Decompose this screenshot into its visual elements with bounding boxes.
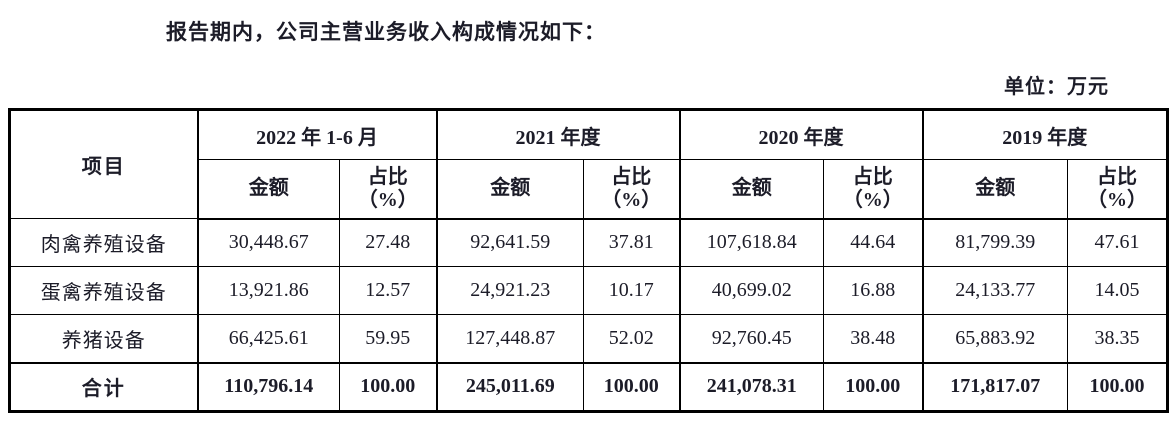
- ratio-header-line1: 占比: [367, 165, 408, 188]
- cell-ratio: 38.35: [1067, 314, 1169, 363]
- ratio-header-line2: （%）: [601, 188, 662, 211]
- cell-amount: 40,699.02: [678, 266, 825, 315]
- cell-amount: 24,921.23: [435, 266, 585, 315]
- cell-amount: 66,425.61: [196, 314, 340, 363]
- cell-amount: 110,796.14: [196, 361, 340, 412]
- cell-amount: 13,921.86: [196, 266, 340, 315]
- row-label: 养猪设备: [9, 314, 198, 363]
- cell-ratio: 16.88: [823, 266, 924, 315]
- row-label: 蛋禽养殖设备: [9, 266, 198, 315]
- cell-ratio: 59.95: [338, 314, 438, 363]
- cell-ratio: 27.48: [338, 218, 438, 267]
- cell-ratio: 47.61: [1067, 218, 1169, 267]
- cell-amount: 241,078.31: [678, 361, 825, 412]
- col-header-amount-2019: 金额: [921, 159, 1069, 220]
- col-header-ratio-2020: 占比 （%）: [823, 159, 924, 220]
- table-header-period-row: 项目 2022 年 1-6 月 2021 年度 2020 年度 2019 年度: [9, 109, 1169, 219]
- ratio-header-line2: （%）: [357, 188, 418, 211]
- col-header-period-2021: 2021 年度: [435, 109, 681, 160]
- cell-amount: 30,448.67: [196, 218, 340, 267]
- cell-amount: 65,883.92: [921, 314, 1069, 363]
- cell-ratio: 100.00: [583, 361, 681, 412]
- table-row-pig-equipment: 养猪设备 66,425.61 59.95 127,448.87 52.02 92…: [9, 314, 1169, 363]
- table-header-sub-row: 金额 占比 （%） 金额 占比 （%） 金额 占比 （%） 金额 占比 （%）: [10, 159, 1169, 220]
- cell-ratio: 100.00: [823, 361, 924, 412]
- revenue-composition-table: 项目 2022 年 1-6 月 2021 年度 2020 年度 2019 年度 …: [8, 108, 1170, 413]
- col-header-amount-2021: 金额: [435, 159, 585, 220]
- intro-text: 报告期内，公司主营业务收入构成情况如下：: [166, 20, 606, 44]
- cell-ratio: 10.17: [583, 266, 681, 315]
- row-label-total: 合计: [9, 361, 198, 412]
- cell-amount: 127,448.87: [435, 314, 585, 363]
- col-header-amount-2022: 金额: [196, 159, 340, 220]
- cell-ratio: 100.00: [338, 361, 438, 412]
- cell-amount: 107,618.84: [678, 218, 825, 267]
- ratio-header-line2: （%）: [842, 188, 903, 211]
- unit-label: 单位：万元: [1004, 76, 1109, 98]
- cell-amount: 81,799.39: [921, 218, 1069, 267]
- cell-ratio: 38.48: [823, 314, 924, 363]
- row-label: 肉禽养殖设备: [9, 218, 198, 267]
- table-row-meat-poultry-equipment: 肉禽养殖设备 30,448.67 27.48 92,641.59 37.81 1…: [9, 218, 1169, 267]
- cell-amount: 171,817.07: [921, 361, 1069, 412]
- col-header-ratio-2022: 占比 （%）: [338, 159, 438, 220]
- cell-amount: 92,641.59: [435, 218, 585, 267]
- ratio-header-line2: （%）: [1087, 188, 1148, 211]
- col-header-item: 项目: [9, 109, 198, 219]
- cell-ratio: 12.57: [338, 266, 438, 315]
- ratio-header-line1: 占比: [611, 165, 652, 188]
- table-row-total: 合计 110,796.14 100.00 245,011.69 100.00 2…: [9, 361, 1169, 412]
- cell-ratio: 14.05: [1067, 266, 1169, 315]
- cell-ratio: 52.02: [583, 314, 681, 363]
- col-header-period-2019: 2019 年度: [921, 109, 1169, 160]
- col-header-ratio-2019: 占比 （%）: [1067, 159, 1169, 220]
- cell-ratio: 37.81: [583, 218, 681, 267]
- cell-amount: 24,133.77: [921, 266, 1069, 315]
- cell-ratio: 100.00: [1067, 361, 1169, 412]
- table-row-egg-poultry-equipment: 蛋禽养殖设备 13,921.86 12.57 24,921.23 10.17 4…: [9, 266, 1169, 315]
- col-header-period-2020: 2020 年度: [678, 109, 924, 160]
- col-header-period-2022: 2022 年 1-6 月: [196, 109, 438, 160]
- cell-amount: 245,011.69: [435, 361, 585, 412]
- cell-ratio: 44.64: [823, 218, 924, 267]
- cell-amount: 92,760.45: [678, 314, 825, 363]
- ratio-header-line1: 占比: [852, 165, 893, 188]
- col-header-amount-2020: 金额: [678, 159, 825, 220]
- ratio-header-line1: 占比: [1097, 165, 1138, 188]
- col-header-ratio-2021: 占比 （%）: [583, 159, 681, 220]
